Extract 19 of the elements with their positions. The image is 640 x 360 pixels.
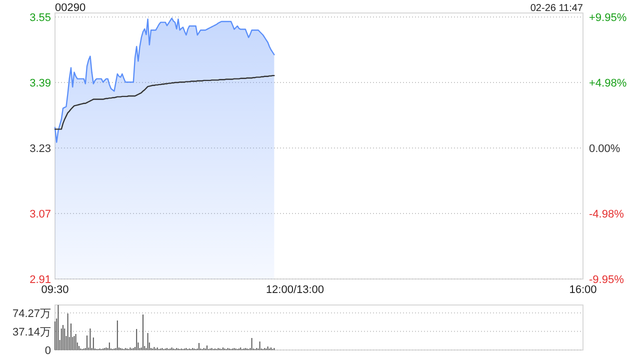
y-tick-label: 3.55 bbox=[30, 12, 51, 24]
y-tick-label: 3.39 bbox=[30, 78, 51, 90]
y2-tick-label: 0.00% bbox=[589, 143, 620, 155]
y2-tick-label: +9.95% bbox=[589, 12, 627, 24]
y-tick-label: 3.23 bbox=[30, 143, 51, 155]
y-tick-label: 0 bbox=[44, 345, 51, 357]
y2-tick-label: -4.98% bbox=[589, 208, 624, 221]
y-tick-label: 37.14万 bbox=[12, 326, 51, 338]
y2-tick-label: -9.95% bbox=[589, 274, 624, 286]
y2-tick-label: +4.98% bbox=[589, 77, 627, 90]
x-tick-label: 09:30 bbox=[41, 284, 69, 296]
x-tick-label: 16:00 bbox=[569, 284, 597, 296]
chart-title: 00290 bbox=[55, 2, 86, 14]
y-tick-label: 74.27万 bbox=[12, 308, 51, 320]
y-tick-label: 2.91 bbox=[30, 274, 51, 286]
y-tick-label: 3.07 bbox=[30, 208, 51, 220]
chart-subtitle: 02-26 11:47 bbox=[530, 3, 584, 14]
line-series bbox=[54, 74, 275, 130]
x-tick-label: 12:00/13:00 bbox=[266, 284, 324, 296]
